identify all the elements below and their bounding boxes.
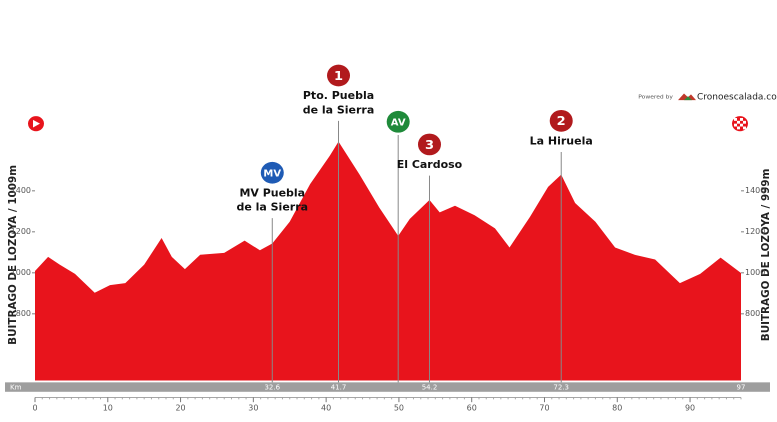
brand-logo [678,93,696,101]
y-tick-label: 1200 [11,227,31,236]
marker-badge-text: 2 [557,114,566,129]
x-tick-label: 0 [32,404,37,413]
marker-badge-text: 3 [425,137,434,152]
x-tick-label: 90 [685,404,695,413]
km-mark: 54.2 [422,384,438,392]
marker-label: La Hiruela [530,135,593,148]
x-tick-label: 10 [103,404,113,413]
x-tick-label: 30 [248,404,258,413]
brand-logo-accent [684,96,692,101]
y-tick-label: 800 [16,309,31,318]
marker-badge-text: MV [263,169,281,180]
x-tick-label: 60 [467,404,477,413]
x-tick-label: 40 [321,404,331,413]
powered-by: Powered by [638,95,673,101]
y-tick-label-right: 800 [745,309,760,318]
marker-label: El Cardoso [397,158,463,171]
finish-check [740,118,743,121]
marker-label: de la Sierra [303,104,375,117]
y-label-left: BUITRAGO DE LOZOYA / 1009m [6,165,19,345]
marker-badge [417,133,441,156]
km-mark: 72.3 [553,384,569,392]
km-bar [5,382,770,392]
km-mark: 41.7 [331,384,347,392]
elevation-area [35,141,741,381]
x-tick-label: 20 [175,404,185,413]
marker-badge [386,110,410,133]
x-tick-label: 70 [539,404,549,413]
finish-check [737,126,740,130]
marker-label: MV Puebla [239,187,305,200]
brand: Cronoescalada.com [697,93,777,103]
marker-badge-text: 1 [334,68,343,83]
y-label-right: BUITRAGO DE LOZOYA / 999m [759,169,772,342]
y-tick-label-right: 1000 [745,268,765,277]
y-tick-label-right: 1200 [745,227,765,236]
marker-label: Pto. Puebla [303,89,374,102]
marker-badge-text: AV [391,118,406,129]
y-tick-label: 1400 [11,186,31,195]
finish-check [740,123,743,127]
x-tick-label: 80 [612,404,622,413]
finish-check [734,118,737,121]
finish-check [737,120,740,124]
km-mark: 97 [737,384,746,392]
finish-check [743,126,746,130]
start-icon-arrow [33,119,40,128]
marker-badge [327,64,351,87]
y-tick-label: 1000 [11,268,31,277]
finish-check [743,120,746,124]
y-tick-label-right: 1400 [745,186,765,195]
marker-badge [260,161,284,184]
finish-icon [732,116,748,132]
km-mark: 32.6 [264,384,280,392]
x-tick-label: 50 [394,404,404,413]
marker-label: de la Sierra [236,201,308,214]
finish-check [734,123,737,127]
km-label: Km [10,384,22,392]
marker-badge [549,109,573,132]
